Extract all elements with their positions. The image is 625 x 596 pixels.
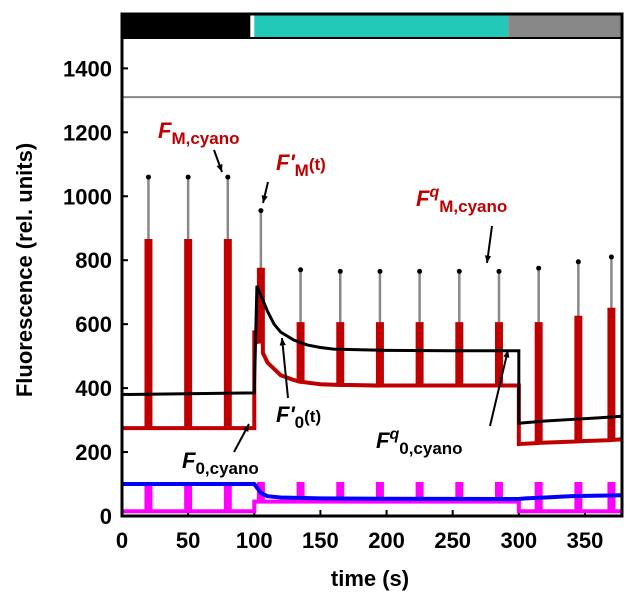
annotation-base: F — [158, 118, 172, 143]
annotation-sub: 0 — [295, 413, 304, 432]
annotation-arrow — [489, 349, 509, 427]
annotation-sup: q — [429, 184, 439, 201]
peak-dot — [417, 268, 423, 274]
peak-dot — [225, 174, 231, 180]
annotation-base: F' — [276, 150, 295, 175]
y-tick-label: 400 — [75, 376, 112, 401]
series-line — [122, 482, 623, 502]
light-period — [254, 14, 509, 38]
series-line — [122, 239, 623, 447]
peak-dot — [456, 268, 462, 274]
x-tick-label: 0 — [116, 528, 128, 553]
peak-dot — [377, 268, 383, 274]
x-tick-label: 50 — [176, 528, 200, 553]
annotation-base: F — [182, 448, 196, 473]
y-tick-label: 800 — [75, 248, 112, 273]
y-tick-label: 1400 — [63, 56, 112, 81]
peak-dot — [575, 259, 581, 265]
x-axis-label: time (s) — [331, 566, 409, 591]
x-tick-label: 100 — [236, 528, 273, 553]
light-period — [508, 14, 622, 38]
annotation-arrow — [281, 337, 289, 399]
peak-dot — [258, 208, 264, 214]
annotation-base: F' — [276, 402, 295, 427]
y-axis-label: Fluorescence (rel. units) — [12, 143, 37, 397]
peak-dot — [185, 174, 191, 180]
annotation-base: F — [416, 186, 430, 211]
annotation: Fq0,cyano — [376, 426, 463, 458]
peak-dot — [337, 268, 343, 274]
annotation: FqM,cyano — [416, 184, 507, 216]
light-period — [122, 14, 251, 38]
annotation-sub: M,cyano — [171, 129, 239, 148]
annotation-tail: (t) — [309, 155, 326, 174]
x-tick-label: 350 — [567, 528, 604, 553]
annotation: F0,cyano — [182, 448, 259, 478]
y-tick-label: 1000 — [63, 184, 112, 209]
annotation: FM,cyano — [158, 118, 239, 148]
y-tick-label: 200 — [75, 440, 112, 465]
annotation-sub: M — [295, 161, 309, 180]
annotation-tail: (t) — [304, 407, 321, 426]
annotation-arrowhead — [261, 195, 268, 203]
annotation-sup: q — [389, 426, 399, 443]
annotation-arrowhead — [242, 424, 249, 432]
y-tick-label: 1200 — [63, 120, 112, 145]
x-tick-label: 250 — [434, 528, 471, 553]
annotation-sub: 0,cyano — [195, 459, 258, 478]
x-tick-label: 300 — [500, 528, 537, 553]
annotation-arrowhead — [503, 350, 510, 358]
x-tick-label: 200 — [368, 528, 405, 553]
peak-dot — [145, 174, 151, 180]
peak-dot — [298, 267, 304, 273]
peak-dot — [536, 265, 542, 271]
annotation-arrowhead — [216, 164, 223, 172]
annotation-sub: M,cyano — [439, 197, 507, 216]
y-tick-label: 600 — [75, 312, 112, 337]
annotation-arrowhead — [484, 255, 492, 263]
peak-dot — [496, 268, 502, 274]
annotation-sub: 0,cyano — [399, 439, 462, 458]
plot-frame — [120, 12, 624, 518]
annotation-arrowhead — [279, 338, 286, 346]
annotation: F'0(t) — [276, 402, 321, 432]
x-tick-label: 150 — [302, 528, 339, 553]
annotation: F'M(t) — [276, 150, 326, 180]
series-line — [121, 285, 623, 425]
annotation-base: F — [376, 428, 390, 453]
y-tick-label: 0 — [100, 504, 112, 529]
peak-dot — [608, 254, 614, 260]
